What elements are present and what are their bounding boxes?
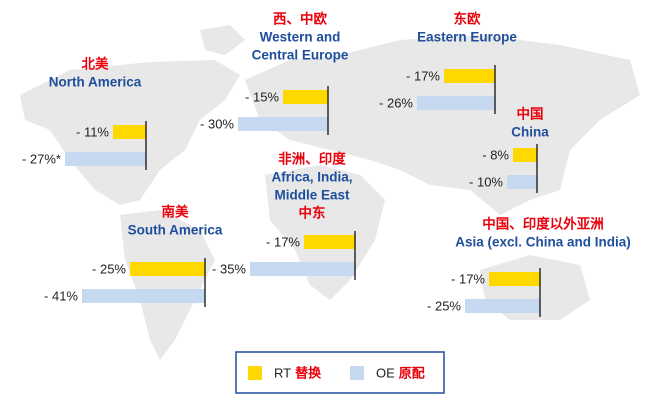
bar (130, 262, 205, 276)
region-title: South America (128, 223, 223, 238)
value-label: - 25% (92, 261, 126, 276)
bar (489, 272, 540, 286)
value-label: - 8% (482, 147, 509, 162)
legend-label: OE (376, 365, 395, 380)
value-label: - 15% (245, 89, 279, 104)
region-title: Eastern Europe (417, 30, 517, 45)
bar (250, 262, 355, 276)
legend-label-cn: 替换 (295, 365, 322, 380)
region-title: 东欧 (454, 11, 481, 27)
region-title: 西、中欧 (273, 11, 327, 27)
bar (238, 117, 328, 131)
legend-label-cn: 原配 (399, 365, 425, 380)
bar (113, 125, 146, 139)
region-title: China (511, 125, 549, 140)
region-title: 北美 (82, 56, 109, 72)
value-label: - 30% (200, 116, 234, 131)
value-label: - 17% (406, 68, 440, 83)
region-title: 中国、印度以外亚洲 (482, 216, 604, 232)
value-label: - 35% (212, 261, 246, 276)
bar (417, 96, 495, 110)
bar (507, 175, 537, 189)
value-label: - 27%* (22, 151, 61, 166)
legend-swatch (350, 366, 364, 380)
bar (283, 90, 328, 104)
legend-label: RT (274, 365, 291, 380)
region-title: Africa, India, (271, 170, 352, 185)
region-title: 非洲、印度 (278, 151, 346, 167)
bar (465, 299, 540, 313)
value-label: - 25% (427, 298, 461, 313)
value-label: - 17% (451, 271, 485, 286)
legend-box (235, 351, 445, 394)
bar (304, 235, 355, 249)
region-title: Central Europe (252, 48, 349, 63)
bar (513, 148, 537, 162)
region-title: North America (49, 75, 142, 90)
region-title: Western and (260, 30, 341, 45)
legend-swatch (248, 366, 262, 380)
value-label: - 41% (44, 288, 78, 303)
value-label: - 17% (266, 234, 300, 249)
region-title: 中国 (517, 106, 544, 122)
bar (65, 152, 146, 166)
value-label: - 26% (379, 95, 413, 110)
region-title: 中东 (299, 205, 326, 221)
region-title: Asia (excl. China and India) (455, 235, 631, 250)
region-title: Middle East (274, 188, 350, 203)
value-label: - 10% (469, 174, 503, 189)
region-title: 南美 (162, 204, 189, 220)
bar (82, 289, 205, 303)
value-label: - 11% (76, 124, 109, 139)
bar (444, 69, 495, 83)
